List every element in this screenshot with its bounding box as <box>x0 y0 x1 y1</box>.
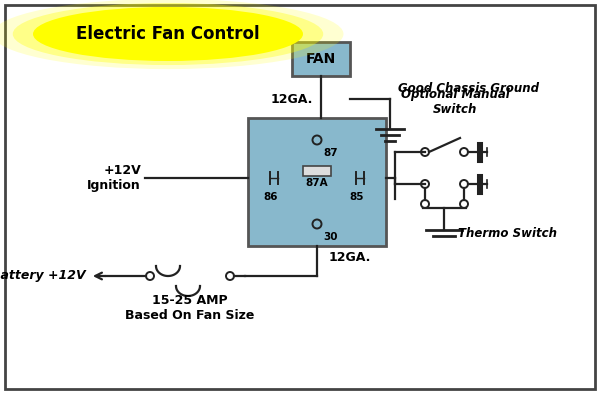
Text: Good Chassis Ground: Good Chassis Ground <box>398 82 539 95</box>
Text: +12V
Ignition: +12V Ignition <box>87 164 141 192</box>
Text: Battery +12V: Battery +12V <box>0 269 86 282</box>
Text: 85: 85 <box>350 192 364 202</box>
Text: 87: 87 <box>323 148 338 158</box>
Text: 12GA.: 12GA. <box>271 93 313 106</box>
Text: 30: 30 <box>323 232 337 242</box>
Text: Electric Fan Control: Electric Fan Control <box>76 25 260 43</box>
Text: 86: 86 <box>264 192 278 202</box>
FancyBboxPatch shape <box>292 42 350 76</box>
Text: 12GA.: 12GA. <box>329 251 371 264</box>
Text: 15-25 AMP
Based On Fan Size: 15-25 AMP Based On Fan Size <box>125 294 254 322</box>
Ellipse shape <box>33 7 303 61</box>
Text: FAN: FAN <box>306 52 336 66</box>
FancyBboxPatch shape <box>303 166 331 176</box>
FancyBboxPatch shape <box>248 118 386 246</box>
FancyBboxPatch shape <box>5 5 595 389</box>
Ellipse shape <box>0 0 343 69</box>
Text: Optional Manual
Switch: Optional Manual Switch <box>401 88 509 116</box>
Text: Thermo Switch: Thermo Switch <box>458 227 557 240</box>
Text: 87A: 87A <box>305 178 328 188</box>
Ellipse shape <box>13 3 323 65</box>
